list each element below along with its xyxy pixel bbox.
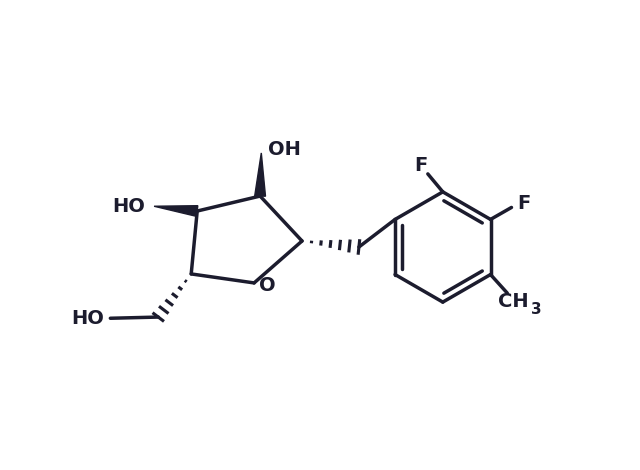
- Text: OH: OH: [268, 141, 301, 159]
- Polygon shape: [255, 153, 266, 196]
- Text: F: F: [517, 194, 530, 213]
- Text: F: F: [414, 156, 428, 175]
- Polygon shape: [154, 206, 198, 216]
- Text: 3: 3: [531, 302, 541, 317]
- Text: O: O: [259, 276, 276, 296]
- Text: HO: HO: [113, 197, 145, 216]
- Text: CH: CH: [498, 292, 529, 311]
- Text: HO: HO: [71, 309, 104, 328]
